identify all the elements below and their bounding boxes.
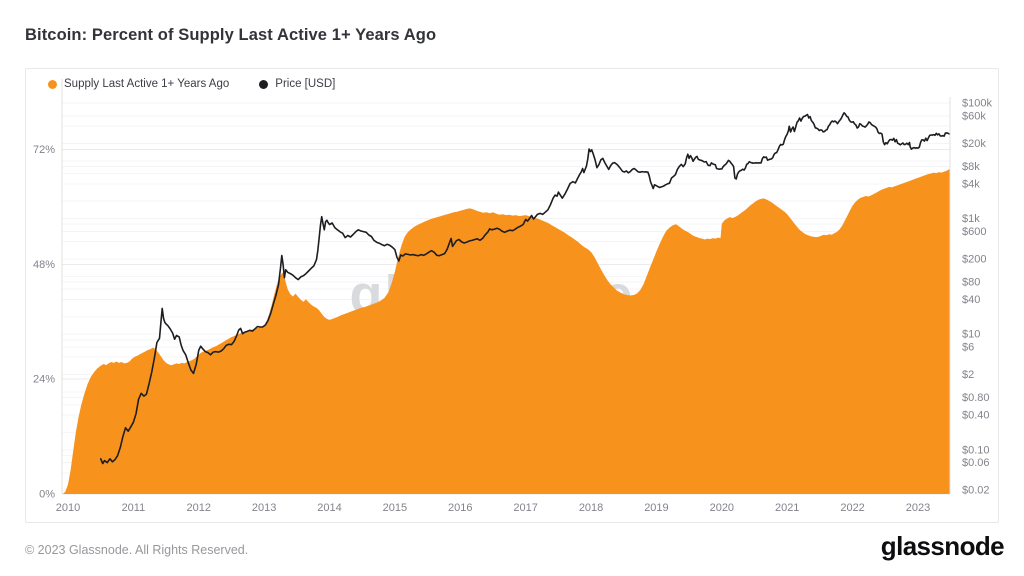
y-right-tick-label: $8k [962,161,980,173]
y-right-tick-label: $0.06 [962,457,990,469]
glassnode-wordmark-logo: glassnode [880,531,1005,561]
copyright-text: © 2023 Glassnode. All Rights Reserved. [25,543,249,557]
x-tick-label: 2011 [122,502,146,514]
y-right-tick-label: $4k [962,178,980,190]
x-tick-label: 2020 [710,502,734,514]
y-right-tick-label: $0.10 [962,444,990,456]
x-tick-label: 2015 [383,502,407,514]
y-right-tick-label: $1k [962,213,980,225]
y-right-tick-label: $60k [962,110,986,122]
y-right-tick-label: $20k [962,138,986,150]
chart-legend: Supply Last Active 1+ Years Ago Price [U… [48,78,335,90]
legend-label-supply: Supply Last Active 1+ Years Ago [64,78,230,90]
legend-label-price: Price [USD] [275,78,336,90]
price-line-series [99,112,951,465]
y-left-tick-label: 72% [33,144,55,156]
y-right-tick-label: $6 [962,342,974,354]
y-left-tick-label: 24% [33,374,55,386]
y-right-tick-label: $100k [962,98,992,110]
x-tick-label: 2016 [448,502,472,514]
supply-area-series [62,168,951,494]
page-title: Bitcoin: Percent of Supply Last Active 1… [25,26,437,44]
y-right-tick-label: $0.80 [962,392,990,404]
x-tick-label: 2019 [644,502,668,514]
supply-series-swatch-icon [48,79,57,89]
y-left-tick-label: 0% [39,489,55,501]
y-left-tick-label: 48% [33,259,55,271]
legend-item-supply[interactable]: Supply Last Active 1+ Years Ago [48,78,229,90]
x-tick-label: 2021 [775,502,799,514]
y-right-tick-label: $200 [962,254,986,266]
x-tick-label: 2014 [317,502,341,514]
price-series-swatch-icon [259,79,269,89]
y-right-tick-label: $0.02 [962,485,990,497]
x-tick-label: 2017 [513,502,537,514]
x-tick-label: 2012 [187,502,211,514]
legend-item-price[interactable]: Price [USD] [259,78,335,90]
x-tick-label: 2023 [906,502,930,514]
chart-card: Supply Last Active 1+ Years Ago Price [U… [25,68,999,523]
y-right-tick-label: $80 [962,277,980,289]
y-right-tick-label: $600 [962,226,986,238]
x-tick-label: 2018 [579,502,603,514]
x-tick-label: 2013 [252,502,276,514]
y-right-tick-label: $10 [962,329,980,341]
x-tick-label: 2010 [56,502,80,514]
y-right-tick-label: $0.40 [962,410,990,422]
x-tick-label: 2022 [840,502,864,514]
y-right-tick-label: $2 [962,369,974,381]
y-right-tick-label: $40 [962,294,980,306]
chart-canvas[interactable]: glassnode0%24%48%72%$100k$60k$20k$8k$4k$… [26,69,998,522]
